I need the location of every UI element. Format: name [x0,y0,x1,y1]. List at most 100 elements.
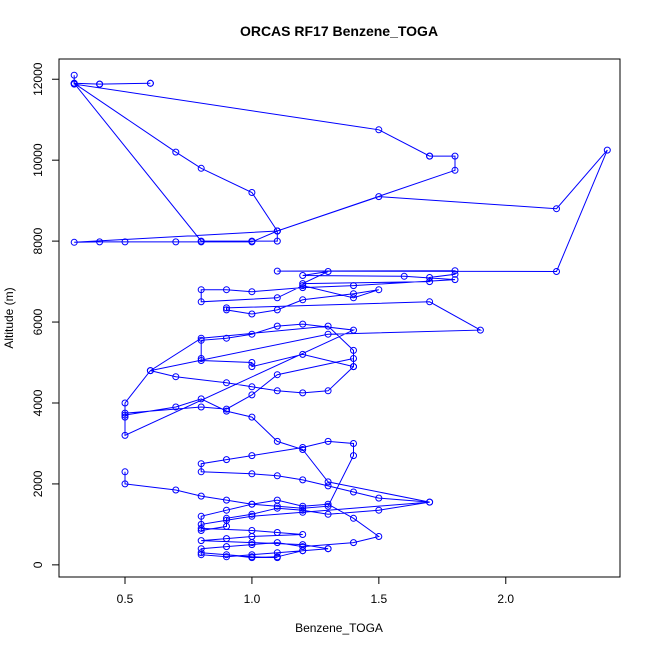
series-1-point [451,270,459,278]
plot-frame [58,58,621,578]
series-1-point [273,539,281,547]
series-2-point [299,504,307,512]
series-1-point [248,413,256,421]
series-1-point [273,294,281,302]
y-tick-label: 4000 [31,389,45,416]
series-1-point [70,80,78,88]
series-1-point [375,126,383,134]
series-1-point [426,274,434,281]
series-1-point [553,205,560,213]
series-1-point [248,330,256,338]
series-1-point [451,152,459,160]
series-1-point [273,549,281,557]
series-2-point [299,508,307,516]
series-1-point [172,238,180,246]
series-1-point [273,237,281,245]
series-1-point [299,284,307,292]
series-1-point [223,551,230,559]
series-1-point [299,296,307,304]
series-2-point [324,545,332,553]
y-tick-label: 12000 [31,62,45,96]
series-1-point [273,387,281,395]
series-1-point [248,391,256,399]
series-1-point [172,373,180,381]
series-1-point [223,514,230,522]
series-1-point [197,298,205,306]
series-1-point [223,306,230,314]
series-1-point [248,551,256,559]
series-1-point [375,533,383,540]
x-axis: 0.5 1.0 1.5 2.0 [117,576,514,606]
series-1-point [121,399,129,407]
series-1-point [248,359,256,366]
series-1-point [324,510,332,518]
series-1-point [451,166,459,174]
series-1-point [121,431,129,439]
series-1-point [223,286,230,294]
series-1-point [146,79,154,87]
series-1-point [121,238,129,246]
series-2-point [324,502,332,510]
series-1-line [73,75,608,559]
y-tick-label: 10000 [31,143,45,177]
series-1-point [96,238,104,246]
series-2-point [299,541,307,549]
series-2-point [350,440,357,447]
series-1-point [350,363,357,371]
series-1-point [273,437,281,445]
series-1-point [324,322,332,330]
series-1-point [273,322,281,330]
series-2-point [223,456,230,464]
series-1-point [223,506,230,514]
series-1-point [350,346,357,354]
series-1-point [375,193,383,201]
series-1-point [375,506,383,514]
series-1-point [299,543,307,551]
series-2-point [197,524,205,532]
series-2-point [223,535,230,543]
series-2-point [248,512,256,520]
series-1-point [197,286,205,294]
series-2-point [299,531,307,538]
series-1-point [553,268,560,275]
series-1-point [146,367,154,375]
y-tick-label: 0 [31,561,45,568]
series-1-point [324,387,332,395]
series-2-point [121,468,129,476]
series-1-point [451,276,459,284]
series-1-point [197,355,205,362]
series-2-point [197,520,205,528]
series-1-point [324,330,332,338]
series-1-point [223,304,230,312]
series-1-point [248,541,256,549]
series-1-point [400,272,408,280]
series-1-point [273,554,281,562]
series-1-point [350,539,357,547]
series-2-point [248,452,256,460]
series-2-point [350,488,357,496]
series-1-point [248,510,256,518]
series-2-point [197,537,205,545]
series-1-point [273,306,281,314]
series-1-point [273,504,281,512]
series-1-point [299,446,307,453]
series-2-point [273,502,281,510]
series-1-point [350,326,357,334]
series-1-point [248,383,256,391]
series-1-point [172,148,180,156]
series-1-point [350,290,357,298]
x-tick-label: 1.5 [371,592,388,606]
series-1-point [426,298,434,306]
series-2-point [299,444,307,451]
series-1-point [350,282,357,290]
series-2-point [223,516,230,524]
series-1-point [273,267,281,275]
y-tick-label: 2000 [31,470,45,497]
series-1-point [248,288,256,296]
series-1-point [172,403,180,411]
series-1-point [426,152,434,160]
series-1-point [248,310,256,318]
y-axis-title: Altitude (m) [2,287,16,348]
series-2-point [248,470,256,478]
